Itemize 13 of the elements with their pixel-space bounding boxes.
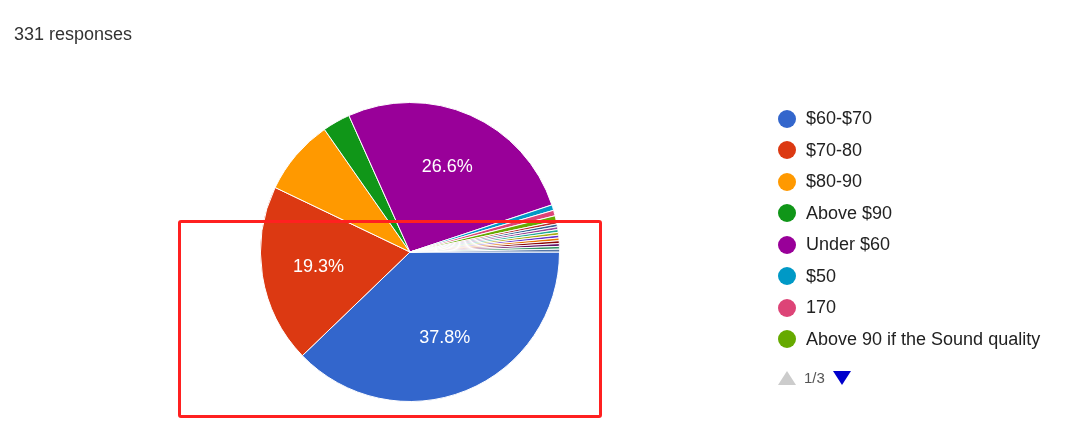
data-label: 26.6% [421,156,473,177]
legend-label: $80-90 [806,171,863,193]
legend-label: $60-$70 [806,108,873,130]
legend-label: 170 [806,297,837,319]
data-label: 37.8% [419,326,471,347]
legend-label: Above $90 [806,202,893,224]
legend-label: $70-80 [806,139,863,161]
data-label: 19.3% [292,255,345,276]
legend-label: Above 90 if the Sound quality [806,328,1041,350]
text: 331 responses [14,24,133,45]
legend-label: $50 [806,265,837,287]
legend-label: Under $60 [806,234,891,256]
text: 1/3 [804,369,825,386]
